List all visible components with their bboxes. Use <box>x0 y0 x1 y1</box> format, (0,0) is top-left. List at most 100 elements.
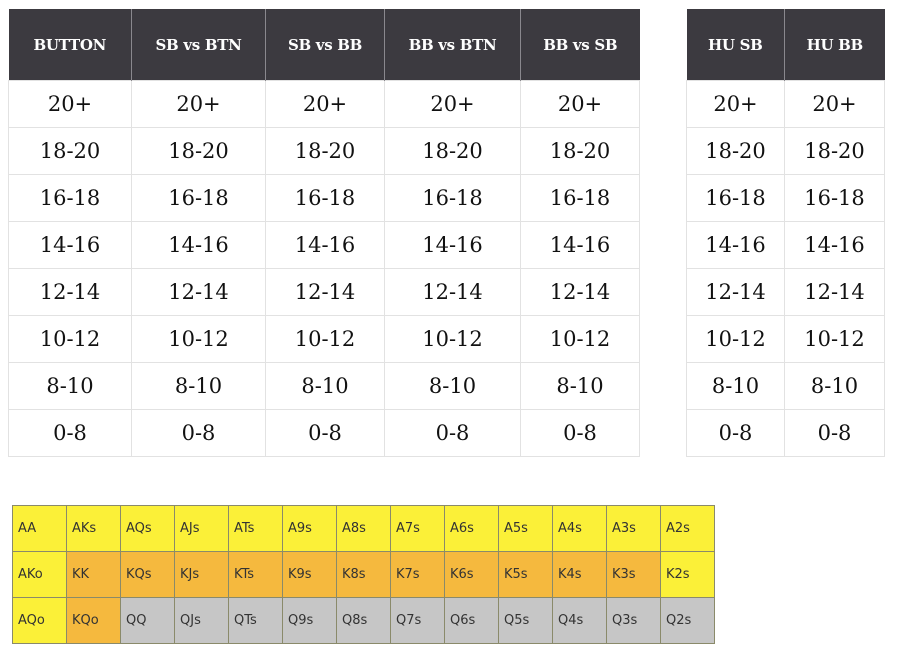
hand-cell-qq: QQ <box>120 597 175 644</box>
hand-cell-kts: KTs <box>228 551 283 598</box>
hand-cell-k2s: K2s <box>660 551 715 598</box>
hand-cell-a2s: A2s <box>660 505 715 552</box>
stack-depth-table-heads-up: HU SB HU BB 20+ 20+ 18-20 18-20 16-18 16-18 14-… <box>686 9 885 457</box>
stack-range-cell: 0-8 <box>686 409 785 457</box>
table-row: 10-12 10-12 10-12 10-12 10-12 <box>8 315 640 363</box>
table-row: 0-8 0-8 <box>686 409 885 457</box>
hand-cell-ats: ATs <box>228 505 283 552</box>
stack-range-cell: 18-20 <box>265 127 385 175</box>
header-row: BUTTON SB vs BTN SB vs BB BB vs BTN BB vs SB <box>8 9 640 81</box>
stack-range-cell: 12-14 <box>131 268 266 316</box>
stack-range-cell: 16-18 <box>131 174 266 222</box>
stack-range-cell: 16-18 <box>520 174 640 222</box>
table-row: 14-16 14-16 14-16 14-16 14-16 <box>8 221 640 269</box>
table-row: 16-18 16-18 <box>686 174 885 222</box>
hand-grid-row: AQo KQo QQ QJs QTs Q9s Q8s Q7s Q6s Q5s Q4s Q3s Q2s <box>12 597 715 644</box>
stack-range-cell: 12-14 <box>520 268 640 316</box>
stack-range-cell: 0-8 <box>131 409 266 457</box>
stack-range-cell: 14-16 <box>265 221 385 269</box>
stack-range-cell: 16-18 <box>384 174 521 222</box>
stack-range-cell: 20+ <box>384 80 521 128</box>
stack-range-cell: 18-20 <box>384 127 521 175</box>
stack-range-cell: 14-16 <box>686 221 785 269</box>
hand-cell-k5s: K5s <box>498 551 553 598</box>
header-row: HU SB HU BB <box>686 9 885 81</box>
stack-range-cell: 20+ <box>8 80 132 128</box>
hand-cell-q4s: Q4s <box>552 597 607 644</box>
table-row: 8-10 8-10 8-10 8-10 8-10 <box>8 362 640 410</box>
stack-range-cell: 12-14 <box>8 268 132 316</box>
table-row: 18-20 18-20 18-20 18-20 18-20 <box>8 127 640 175</box>
hand-cell-kqs: KQs <box>120 551 175 598</box>
column-header-hu-sb: HU SB <box>686 9 785 81</box>
stack-range-cell: 8-10 <box>8 362 132 410</box>
hand-cell-q6s: Q6s <box>444 597 499 644</box>
column-header-sb-vs-btn: SB vs BTN <box>131 9 266 81</box>
stack-range-cell: 8-10 <box>384 362 521 410</box>
stack-range-cell: 14-16 <box>520 221 640 269</box>
stack-range-cell: 20+ <box>520 80 640 128</box>
hand-cell-q5s: Q5s <box>498 597 553 644</box>
column-header-bb-vs-sb: BB vs SB <box>520 9 640 81</box>
hand-cell-qts: QTs <box>228 597 283 644</box>
hand-cell-k9s: K9s <box>282 551 337 598</box>
hand-cell-a4s: A4s <box>552 505 607 552</box>
stack-range-cell: 0-8 <box>520 409 640 457</box>
hand-grid-row: AKo KK KQs KJs KTs K9s K8s K7s K6s K5s K4s K3s K2s <box>12 551 715 598</box>
hand-cell-q9s: Q9s <box>282 597 337 644</box>
stack-range-cell: 18-20 <box>8 127 132 175</box>
hand-cell-aa: AA <box>12 505 67 552</box>
column-header-hu-bb: HU BB <box>784 9 885 81</box>
hand-cell-kqo: KQo <box>66 597 121 644</box>
hand-cell-aqo: AQo <box>12 597 67 644</box>
hand-cell-kjs: KJs <box>174 551 229 598</box>
stack-range-cell: 10-12 <box>686 315 785 363</box>
stack-range-cell: 16-18 <box>8 174 132 222</box>
stack-range-cell: 18-20 <box>131 127 266 175</box>
hand-cell-a5s: A5s <box>498 505 553 552</box>
hand-cell-a7s: A7s <box>390 505 445 552</box>
stack-range-cell: 18-20 <box>520 127 640 175</box>
table-row: 10-12 10-12 <box>686 315 885 363</box>
table-row: 16-18 16-18 16-18 16-18 16-18 <box>8 174 640 222</box>
hand-cell-qjs: QJs <box>174 597 229 644</box>
hand-cell-q8s: Q8s <box>336 597 391 644</box>
stack-range-cell: 16-18 <box>265 174 385 222</box>
table-row: 20+ 20+ 20+ 20+ 20+ <box>8 80 640 128</box>
table-row: 12-14 12-14 <box>686 268 885 316</box>
hand-cell-a9s: A9s <box>282 505 337 552</box>
stack-range-cell: 20+ <box>265 80 385 128</box>
stack-range-cell: 10-12 <box>8 315 132 363</box>
table-row: 14-16 14-16 <box>686 221 885 269</box>
hand-grid-row: AA AKs AQs AJs ATs A9s A8s A7s A6s A5s A4s A3s A2s <box>12 505 715 552</box>
hand-cell-aqs: AQs <box>120 505 175 552</box>
stack-range-cell: 8-10 <box>131 362 266 410</box>
stack-range-cell: 20+ <box>131 80 266 128</box>
stack-range-cell: 18-20 <box>784 127 885 175</box>
column-header-sb-vs-bb: SB vs BB <box>265 9 385 81</box>
hand-cell-k3s: K3s <box>606 551 661 598</box>
hand-cell-k8s: K8s <box>336 551 391 598</box>
column-header-bb-vs-btn: BB vs BTN <box>384 9 521 81</box>
stack-range-cell: 8-10 <box>265 362 385 410</box>
table-row: 12-14 12-14 12-14 12-14 12-14 <box>8 268 640 316</box>
hand-cell-k7s: K7s <box>390 551 445 598</box>
hand-cell-aks: AKs <box>66 505 121 552</box>
stack-range-cell: 14-16 <box>8 221 132 269</box>
table-row: 8-10 8-10 <box>686 362 885 410</box>
stack-range-cell: 12-14 <box>784 268 885 316</box>
table-row: 18-20 18-20 <box>686 127 885 175</box>
table-row: 0-8 0-8 0-8 0-8 0-8 <box>8 409 640 457</box>
stack-range-cell: 10-12 <box>131 315 266 363</box>
hand-cell-kk: KK <box>66 551 121 598</box>
stack-range-cell: 16-18 <box>686 174 785 222</box>
table-row: 20+ 20+ <box>686 80 885 128</box>
column-header-button: BUTTON <box>8 9 132 81</box>
stack-range-cell: 0-8 <box>384 409 521 457</box>
stack-range-cell: 8-10 <box>686 362 785 410</box>
hand-cell-q3s: Q3s <box>606 597 661 644</box>
hand-cell-a8s: A8s <box>336 505 391 552</box>
hand-cell-q2s: Q2s <box>660 597 715 644</box>
stack-range-cell: 14-16 <box>784 221 885 269</box>
stack-range-cell: 0-8 <box>784 409 885 457</box>
